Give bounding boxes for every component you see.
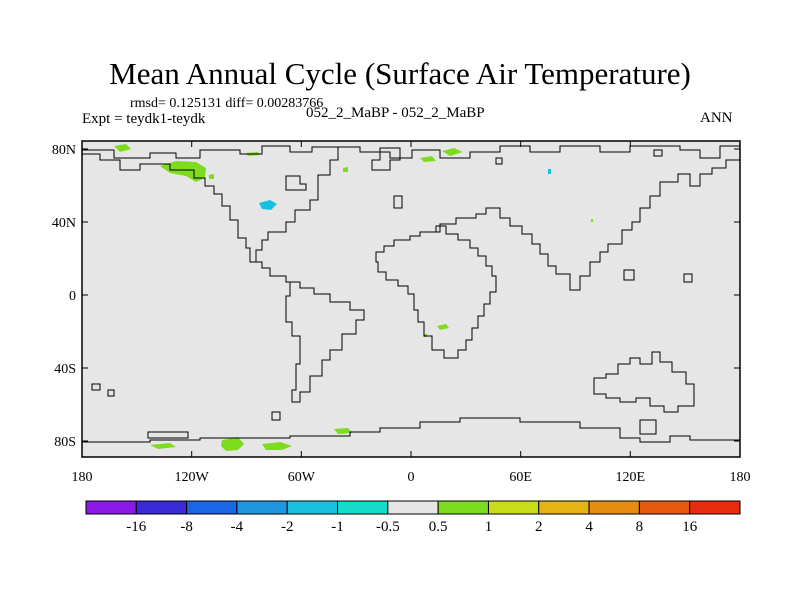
lon-label: 60W <box>288 470 316 485</box>
coast-eurasia-africa <box>338 145 740 359</box>
runs-label: 052_2_MaBP - 052_2_MaBP <box>306 105 485 121</box>
coast-south-america <box>256 261 365 403</box>
experiment-label: Expt = teydk1-teydk <box>82 111 206 127</box>
colorbar-label: 8 <box>636 519 644 535</box>
coast-island <box>393 195 403 209</box>
anomaly-patch <box>548 169 551 174</box>
colorbar-label: 4 <box>585 519 593 535</box>
negative-anomaly-patches <box>259 169 551 210</box>
plot-title: Mean Annual Cycle (Surface Air Temperatu… <box>109 56 691 91</box>
colorbar-box <box>186 500 238 515</box>
lon-label: 60E <box>509 470 532 485</box>
colorbar-label: -8 <box>180 519 193 535</box>
colorbar-label: 16 <box>682 519 698 535</box>
lon-label: 120E <box>616 470 646 485</box>
lon-label: 0 <box>408 470 415 485</box>
colorbar-label: 0.5 <box>429 519 448 535</box>
colorbar-label: 2 <box>535 519 543 535</box>
lon-label: 180 <box>72 470 93 485</box>
colorbar-box <box>487 500 540 515</box>
colorbar-box <box>337 500 389 515</box>
anomaly-patch <box>221 437 244 451</box>
coast-north-america <box>82 145 339 263</box>
coast-antarctica <box>82 417 740 443</box>
coast-island <box>271 411 281 421</box>
lon-label: 120W <box>175 470 210 485</box>
rmsd-stats: rmsd= 0.125131 diff= 0.00283766 <box>130 96 324 111</box>
anomaly-patch <box>334 428 352 434</box>
anomaly-patch <box>591 219 593 222</box>
longitude-labels: 180 120W 60W 0 60E 120E 180 <box>72 470 751 485</box>
colorbar-box <box>286 500 339 515</box>
lat-label: 80N <box>52 143 76 158</box>
lon-label: 180 <box>730 470 751 485</box>
coast-greenland <box>371 147 401 171</box>
colorbar-label: 1 <box>485 519 493 535</box>
coast-island <box>623 269 635 281</box>
colorbar-label: -16 <box>126 519 146 535</box>
anomaly-patch <box>114 144 131 152</box>
colorbar-box <box>588 500 640 515</box>
colorbar-box <box>437 500 489 515</box>
colorbar-box <box>85 500 137 515</box>
coast-island <box>683 273 693 283</box>
colorbar-label: -2 <box>281 519 294 535</box>
colorbar-box <box>638 500 691 515</box>
coastlines <box>82 145 740 443</box>
colorbar-label: -1 <box>331 519 344 535</box>
anomaly-patch <box>437 324 449 330</box>
colorbar-label: -0.5 <box>376 519 400 535</box>
coast-island <box>107 389 115 397</box>
colorbar-boxes <box>85 500 741 515</box>
colorbar-label: -4 <box>231 519 244 535</box>
coast-australia <box>593 351 695 413</box>
anomaly-patch <box>259 200 277 210</box>
colorbar-labels: -16 -8 -4 -2 -1 -0.5 0.5 1 2 4 8 16 <box>126 519 697 535</box>
latitude-labels: 80N 40N 0 40S 80S <box>52 143 76 450</box>
colorbar-box <box>236 500 288 515</box>
axis-ticks <box>82 141 740 457</box>
coast-island <box>285 175 307 191</box>
colorbar-box <box>387 500 439 515</box>
coast-island <box>639 419 657 435</box>
anomaly-patch <box>343 167 348 172</box>
coast-island <box>495 157 503 165</box>
lat-label: 0 <box>69 289 76 304</box>
lat-label: 80S <box>54 435 76 450</box>
anomaly-patch <box>420 156 436 162</box>
colorbar-box <box>689 500 741 515</box>
map-background <box>82 141 740 457</box>
anomaly-patch <box>262 442 292 450</box>
season-label: ANN <box>700 110 733 126</box>
lat-label: 40S <box>54 362 76 377</box>
coast-island <box>147 431 189 439</box>
coast-island <box>653 149 663 157</box>
colorbar-box <box>135 500 188 515</box>
anomaly-patch <box>209 174 214 179</box>
anomaly-patch <box>442 148 463 156</box>
colorbar-box <box>538 500 590 515</box>
lat-label: 40N <box>52 216 76 231</box>
anomaly-patch <box>150 443 176 449</box>
coast-island <box>91 383 101 391</box>
